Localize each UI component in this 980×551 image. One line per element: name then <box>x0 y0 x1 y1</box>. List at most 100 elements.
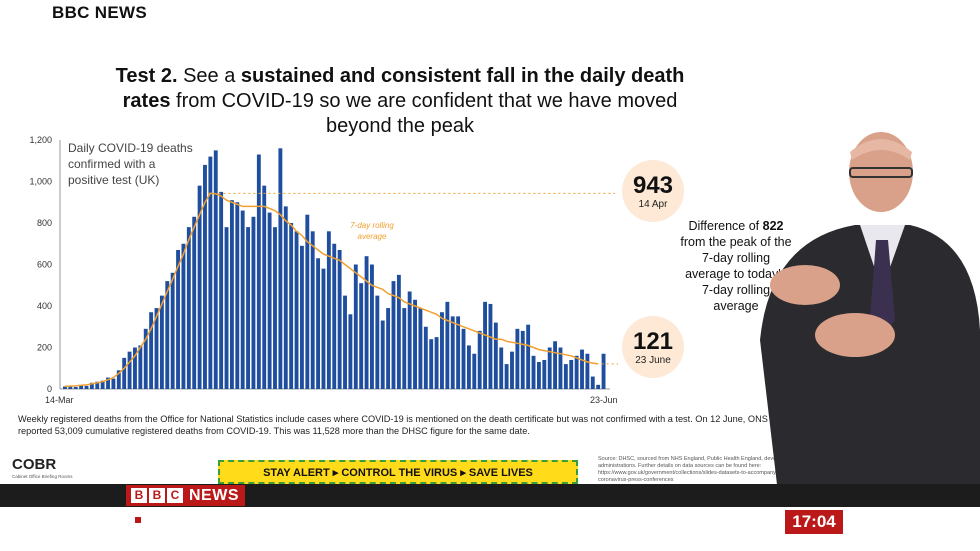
x-end-label: 23-Jun <box>590 395 618 405</box>
bar <box>316 258 321 389</box>
bar <box>299 245 304 389</box>
bar <box>440 312 444 389</box>
bar <box>111 378 116 389</box>
bar <box>326 231 331 389</box>
bar <box>294 231 299 389</box>
bar <box>472 353 477 389</box>
bar <box>197 185 202 389</box>
bar <box>396 274 401 389</box>
bar <box>235 202 240 389</box>
sign-language-interpreter <box>760 132 980 510</box>
bar <box>601 353 606 389</box>
stay-alert-banner: STAY ALERT ▸ CONTROL THE VIRUS ▸ SAVE LI… <box>218 460 578 484</box>
bar <box>348 314 353 389</box>
bar <box>515 328 520 389</box>
bar <box>192 216 197 389</box>
bar <box>181 243 186 389</box>
bar <box>203 164 207 389</box>
bar <box>337 249 342 389</box>
red-marker <box>135 517 141 523</box>
chart-title-line: Daily COVID-19 deaths <box>68 141 193 155</box>
bar <box>68 386 73 389</box>
bar <box>138 345 143 389</box>
cobr-subtitle: Cabinet Office Briefing Rooms <box>12 474 73 479</box>
bar <box>531 355 536 389</box>
ons-footnote: Weekly registered deaths from the Office… <box>18 414 768 436</box>
bar <box>542 359 547 389</box>
bar <box>407 291 412 389</box>
peak-value: 943 <box>632 171 674 199</box>
cobr-logo: COBR Cabinet Office Briefing Rooms <box>12 456 72 479</box>
bar <box>423 326 428 389</box>
bar <box>229 200 234 389</box>
bar <box>450 316 455 389</box>
bar <box>574 355 579 389</box>
slide-title: Test 2. See a sustained and consistent f… <box>100 64 700 139</box>
rolling-label: average <box>358 232 387 241</box>
bar <box>165 281 170 389</box>
rolling-average-line <box>64 192 599 388</box>
bar <box>289 223 294 389</box>
bar <box>73 386 78 389</box>
peak-date: 14 Apr <box>638 198 668 210</box>
bar <box>488 303 493 389</box>
bar <box>520 330 525 389</box>
bar <box>310 231 315 389</box>
bar <box>305 214 310 389</box>
bar <box>456 316 461 389</box>
bar <box>208 156 213 389</box>
y-tick-label: 1,000 <box>29 177 52 187</box>
bar <box>380 320 385 389</box>
bar <box>590 376 595 389</box>
bar <box>353 264 358 389</box>
rolling-label: 7-day rolling <box>350 221 394 230</box>
bar <box>251 216 256 389</box>
cobr-logo-text: COBR <box>12 456 57 473</box>
bar <box>116 370 121 389</box>
bar <box>558 347 563 389</box>
bar <box>402 308 407 389</box>
bar <box>170 272 175 389</box>
bar <box>483 301 487 389</box>
bar <box>240 210 245 389</box>
bar <box>106 377 110 389</box>
difference-text: Difference of 822 from the peak of the 7… <box>680 218 792 314</box>
y-tick-label: 400 <box>37 301 52 311</box>
bar <box>493 322 498 389</box>
difference-line1: Difference of <box>688 219 760 233</box>
bar <box>321 268 326 389</box>
news-ticker-bar <box>0 484 980 507</box>
y-tick-label: 800 <box>37 218 52 228</box>
bar <box>569 359 574 389</box>
bar <box>273 227 277 389</box>
bar <box>79 384 84 389</box>
bar <box>63 386 67 389</box>
briefing-slide <box>0 56 790 486</box>
bar <box>283 206 288 389</box>
chart-title-line: confirmed with a <box>68 157 156 171</box>
bar <box>504 364 509 389</box>
bar <box>547 347 552 389</box>
bar <box>466 345 471 389</box>
bar <box>526 324 531 389</box>
y-tick-label: 600 <box>37 260 52 270</box>
bar <box>536 362 541 389</box>
bar <box>224 227 229 389</box>
bar <box>154 308 159 389</box>
difference-value: 822 <box>762 219 784 233</box>
bar <box>418 308 423 389</box>
y-tick-label: 200 <box>37 343 52 353</box>
badge-news-word: NEWS <box>189 486 239 504</box>
bar <box>122 357 127 389</box>
bar <box>413 299 417 389</box>
source-note: Source: DHSC, sourced from NHS England, … <box>598 456 787 483</box>
bar <box>332 243 337 389</box>
deaths-bar-chart: 0 200 400 600 800 1,000 1,200 Daily COVID-19 de… <box>29 135 618 405</box>
current-date: 23 June <box>635 354 671 366</box>
bar <box>267 212 272 389</box>
bar <box>127 351 132 389</box>
bar <box>278 148 283 389</box>
current-bubble: 121 23 June <box>622 316 684 378</box>
bar <box>364 256 369 389</box>
bar <box>213 150 218 389</box>
